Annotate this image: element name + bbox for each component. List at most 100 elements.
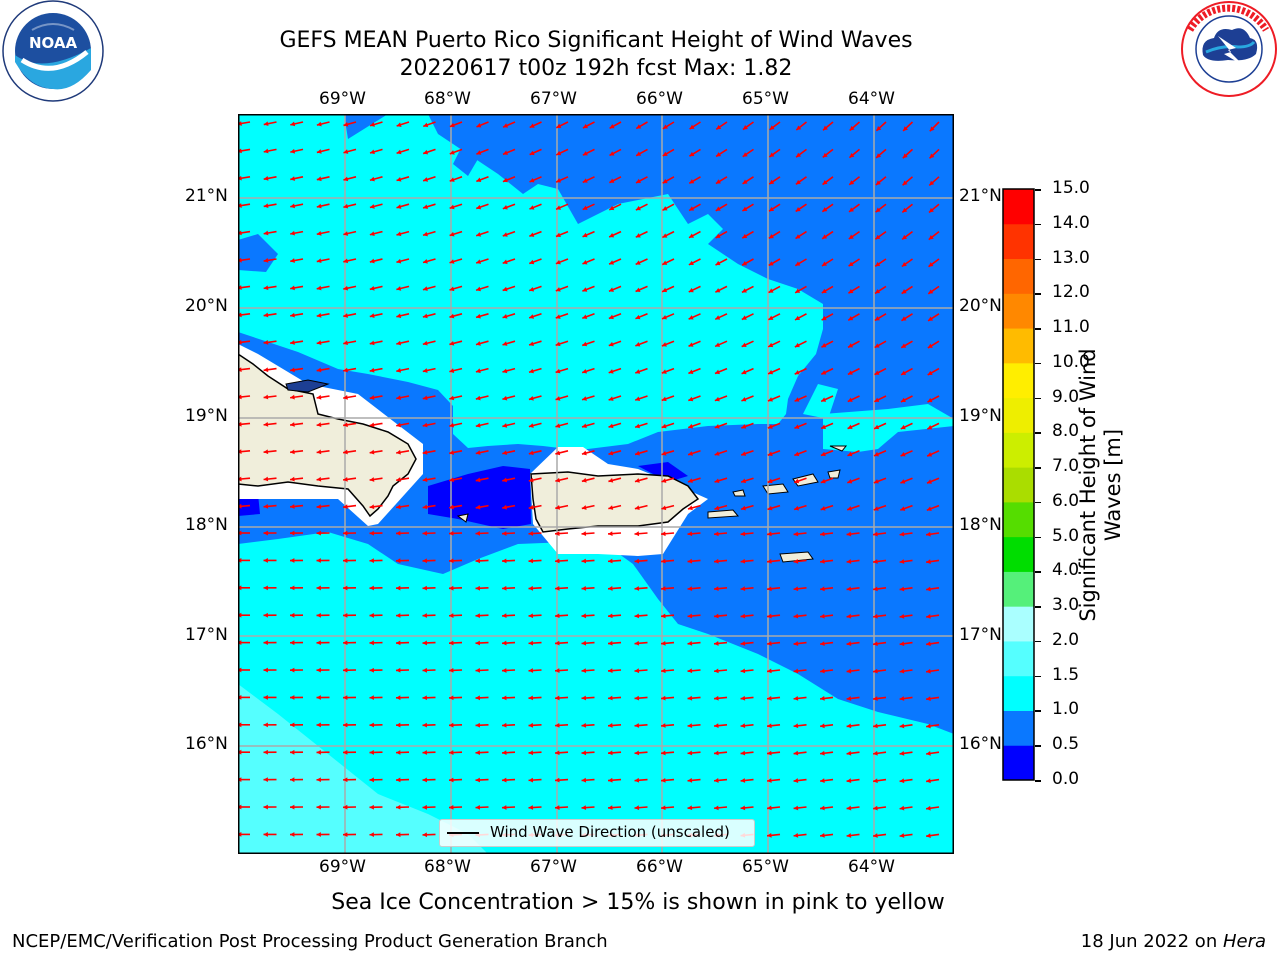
wave-direction-arrowhead <box>396 149 402 155</box>
wave-direction-arrowhead <box>290 148 296 154</box>
wave-direction-arrowhead <box>581 640 587 646</box>
title-line-1: GEFS MEAN Puerto Rico Significant Height… <box>279 28 913 53</box>
wave-direction-arrowhead <box>794 370 800 375</box>
colorbar-tick-mark <box>1035 675 1041 678</box>
chart-title: GEFS MEAN Puerto Rico Significant Height… <box>0 27 1192 83</box>
wave-direction-arrowhead <box>929 207 934 213</box>
wave-direction-arrowhead <box>714 750 719 756</box>
wave-direction-arrowhead <box>873 668 878 674</box>
wave-direction-arrowhead <box>635 233 641 238</box>
wave-direction-arrowhead <box>396 368 402 373</box>
wave-direction-arrowhead <box>926 778 931 784</box>
wave-direction-arrowhead <box>343 777 348 783</box>
wave-direction-arrowhead <box>316 121 322 127</box>
wave-direction-arrowhead <box>502 695 507 701</box>
colorbar-tick-mark <box>1035 467 1041 469</box>
wave-direction-arrowhead <box>422 558 427 564</box>
wave-direction-arrowhead <box>740 695 746 701</box>
wave-direction-arrowhead <box>662 287 668 293</box>
wave-direction-arrowhead <box>316 722 321 728</box>
wave-direction-arrowhead <box>581 750 587 756</box>
wave-direction-arrowhead <box>716 152 722 157</box>
wave-direction-arrowhead <box>290 585 295 591</box>
lat-label-left-19n: 19°N <box>185 406 228 426</box>
wave-direction-arrowhead <box>927 452 933 457</box>
wave-direction-arrowhead <box>343 395 348 400</box>
wave-direction-arrowhead <box>662 233 668 238</box>
wave-direction-arrowhead <box>714 641 719 646</box>
wave-direction-arrowhead <box>873 586 878 592</box>
wave-direction-arrowhead <box>740 531 746 537</box>
graticule <box>238 114 954 854</box>
wave-direction-arrowhead <box>290 367 295 373</box>
wave-direction-arrowhead <box>742 125 748 130</box>
wave-direction-arrowhead <box>926 833 931 838</box>
lat-label-right-21n: 21°N <box>959 186 1002 206</box>
wave-direction-arrowhead <box>422 722 427 728</box>
lat-label-right-16n: 16°N <box>959 734 1002 754</box>
wave-direction-arrowhead <box>449 450 455 455</box>
wave-direction-arrowhead <box>555 805 560 810</box>
wave-direction-arrowhead <box>449 150 455 155</box>
wave-direction-arrowhead <box>742 206 748 211</box>
wave-direction-arrowhead <box>476 259 482 264</box>
wave-direction-arrowhead <box>528 558 534 564</box>
wave-direction-arrowhead <box>343 121 349 127</box>
colorbar-cell <box>1003 328 1034 364</box>
wave-direction-arrowhead <box>740 805 746 811</box>
wave-direction-arrowhead <box>369 367 375 373</box>
wave-direction-arrowhead <box>714 695 719 701</box>
wave-direction-arrowhead <box>396 313 402 319</box>
wave-direction-arrowhead <box>715 206 721 211</box>
wave-direction-arrowhead <box>902 234 908 240</box>
wave-direction-arrowhead <box>555 477 561 483</box>
wave-direction-arrowhead <box>714 478 720 484</box>
wave-direction-arrowhead <box>661 505 667 511</box>
wave-direction-arrowhead <box>290 422 295 427</box>
wave-direction-arrowhead <box>928 316 934 321</box>
wave-direction-arrowhead <box>422 667 427 673</box>
wave-direction-arrowhead <box>767 478 773 484</box>
wave-direction-arrowhead <box>422 640 427 646</box>
wave-direction-arrowhead <box>423 231 428 237</box>
lat-label-right-17n: 17°N <box>959 625 1002 645</box>
wave-direction-arrowhead <box>502 640 507 646</box>
wave-direction-arrowhead <box>661 342 667 347</box>
wave-direction-arrowhead <box>793 750 799 756</box>
colorbar-tick-mark <box>1035 536 1041 539</box>
colorbar-tick-label: 5.0 <box>1052 525 1080 546</box>
wave-direction-arrowhead <box>875 207 881 213</box>
wave-direction-arrowhead <box>449 750 454 755</box>
wave-direction-arrowhead <box>396 122 402 127</box>
wave-direction-arrowhead <box>794 478 800 484</box>
wave-direction-arrowhead <box>901 316 907 321</box>
wave-direction-arrowhead <box>263 612 268 618</box>
wave-direction-arrowhead <box>475 395 481 401</box>
wave-direction-arrowhead <box>608 723 613 728</box>
wave-direction-arrowhead <box>635 287 641 292</box>
colorbar-tick-label: 10.0 <box>1052 351 1090 372</box>
colorbar-tick-mark <box>1035 189 1041 191</box>
wave-direction-arrowhead <box>263 804 268 810</box>
wave-direction-arrowhead <box>369 585 374 591</box>
lat-label-left-21n: 21°N <box>185 186 228 206</box>
wave-direction-arrowhead <box>556 205 562 210</box>
wave-direction-arrowhead <box>899 559 905 564</box>
lon-label-top-66w: 66°W <box>636 89 683 109</box>
wave-direction-arrowhead <box>529 286 535 292</box>
wave-direction-arrowhead <box>796 125 802 131</box>
wave-direction-arrowhead <box>715 260 721 266</box>
wave-direction-arrowhead <box>263 449 269 455</box>
wave-direction-arrowhead <box>846 668 852 674</box>
wave-direction-arrowhead <box>502 395 508 401</box>
wave-direction-arrowhead <box>793 558 799 564</box>
wave-direction-arrowhead <box>794 397 800 402</box>
wave-direction-arrowhead <box>874 316 880 321</box>
wave-direction-arrowhead <box>846 641 852 647</box>
colorbar-tick-label: 9.0 <box>1052 386 1080 407</box>
wave-direction-arrowhead <box>662 260 668 265</box>
wave-direction-arrowhead <box>821 288 827 293</box>
colorbar-tick-mark <box>1035 640 1041 643</box>
wave-direction-arrowhead <box>929 126 935 132</box>
wave-direction-arrowhead <box>636 178 642 183</box>
